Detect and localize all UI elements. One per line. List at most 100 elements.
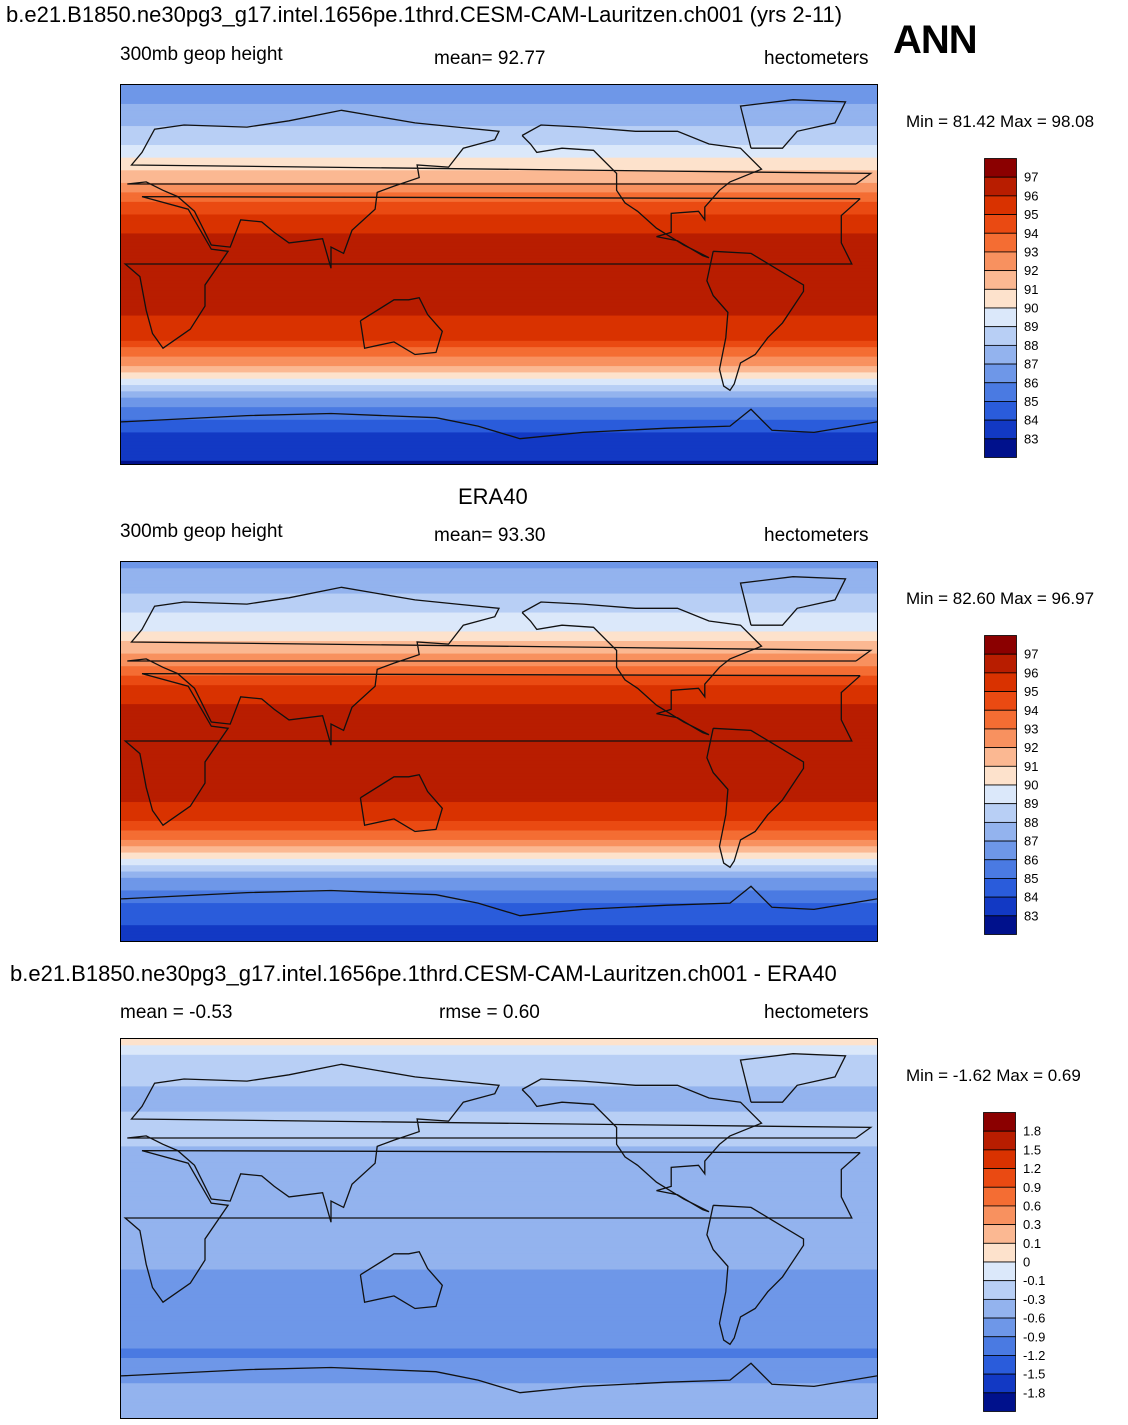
contour-band	[121, 293, 877, 298]
contour-band	[121, 182, 877, 187]
colorbar-tick-label: -0.9	[1023, 1329, 1045, 1344]
contour-band	[121, 1354, 877, 1359]
contour-band	[121, 729, 877, 734]
colorbar-box	[984, 344, 1017, 365]
coastline	[121, 408, 877, 440]
contour-band	[121, 331, 877, 336]
colorbar-tick-label: 93	[1024, 244, 1038, 259]
panel-3-map	[120, 1038, 878, 1419]
colorbar-box	[984, 878, 1017, 898]
contour-band	[121, 227, 877, 231]
contour-band	[121, 757, 877, 762]
panel-3-map-svg	[121, 1039, 877, 1418]
contour-band	[121, 899, 877, 904]
contour-band	[121, 1222, 877, 1226]
contour-band	[121, 893, 877, 898]
contour-band	[121, 1342, 877, 1346]
contour-band	[121, 789, 877, 794]
contour-band	[121, 802, 877, 806]
contour-band	[121, 1102, 877, 1106]
contour-band	[121, 350, 877, 355]
contour-band	[121, 1329, 877, 1334]
contour-band	[121, 868, 877, 873]
contour-band	[121, 1389, 877, 1394]
coastlines	[121, 576, 877, 917]
contour-band	[121, 1054, 877, 1059]
contour-band	[121, 1326, 877, 1331]
contour-band	[121, 1212, 877, 1217]
contour-band	[121, 1057, 877, 1062]
contour-band	[121, 669, 877, 674]
contour-band	[121, 1136, 877, 1141]
contour-band	[121, 855, 877, 860]
contour-band	[121, 353, 877, 358]
colorbar-tick-label: 96	[1024, 665, 1038, 680]
contour-band	[121, 603, 877, 607]
colorbar-tick-label: 95	[1024, 684, 1038, 699]
contour-band	[121, 1272, 877, 1277]
coastline	[706, 250, 805, 392]
colorbar-box	[984, 401, 1017, 421]
contour-band	[121, 337, 877, 342]
contour-band	[121, 814, 877, 819]
season-label: ANN	[893, 18, 978, 62]
contour-band	[121, 306, 877, 310]
contour-band	[121, 659, 877, 664]
contour-band	[121, 403, 877, 408]
panel-2-colorbar-svg: 97 96 95 94 93 92 91 90 89 88 87 86 85 84 83	[984, 635, 1038, 935]
contour-band	[121, 685, 877, 689]
colorbar-box	[984, 326, 1017, 346]
contour-band	[121, 795, 877, 800]
colorbar-tick-label: 97	[1024, 170, 1038, 185]
colorbar-tick-label: 1.2	[1023, 1161, 1041, 1176]
contour-band	[121, 103, 877, 108]
panel-2-colorbar: 97 96 95 94 93 92 91 90 89 88 87 86 85 84 83	[984, 635, 1064, 940]
contour-band	[121, 1111, 877, 1116]
panel-2-mean-label: mean= 93.30	[434, 525, 546, 546]
contour-band	[121, 675, 877, 680]
contour-band	[121, 751, 877, 756]
contour-band	[121, 865, 877, 869]
contour-band	[121, 325, 877, 329]
contour-band	[121, 694, 877, 699]
contour-band	[121, 283, 877, 288]
panel-1-units-label: hectometers	[764, 48, 869, 69]
contour-band	[121, 723, 877, 727]
colorbar-box	[984, 195, 1017, 215]
contour-band	[121, 1095, 877, 1100]
contour-band	[121, 186, 877, 190]
colorbar-tick-label: 84	[1024, 890, 1038, 905]
contour-band	[121, 1231, 877, 1236]
contour-band	[121, 438, 877, 443]
contour-band	[121, 839, 877, 844]
contour-band	[121, 1411, 877, 1416]
panel-1-map	[120, 84, 878, 465]
contour-band	[121, 211, 877, 216]
contour-band	[121, 1263, 877, 1267]
contour-band	[121, 91, 877, 96]
contour-band	[121, 135, 877, 140]
contour-band	[121, 808, 877, 813]
contour-band	[121, 299, 877, 304]
contour-band	[121, 700, 877, 705]
contour-band	[121, 615, 877, 620]
contour-band	[121, 577, 877, 582]
colorbar-box	[983, 1224, 1016, 1244]
contour-band	[121, 1165, 877, 1170]
panel-1-minmax-label: Min = 81.42 Max = 98.08	[906, 112, 1095, 131]
coastline	[359, 296, 444, 356]
contour-band	[121, 230, 877, 235]
contour-band	[121, 97, 877, 102]
colorbar-tick-label: 89	[1024, 796, 1038, 811]
contour-band	[121, 1124, 877, 1129]
contour-band	[121, 145, 877, 149]
contour-band	[121, 1152, 877, 1157]
contour-band	[121, 1193, 877, 1198]
contour-band	[121, 719, 877, 724]
colorbar-box	[983, 1186, 1016, 1207]
colorbar-tick-label: 88	[1024, 815, 1038, 830]
contour-band	[121, 1225, 877, 1230]
contour-band	[121, 426, 877, 430]
contour-band	[121, 697, 877, 702]
zonal-bands	[121, 85, 877, 464]
